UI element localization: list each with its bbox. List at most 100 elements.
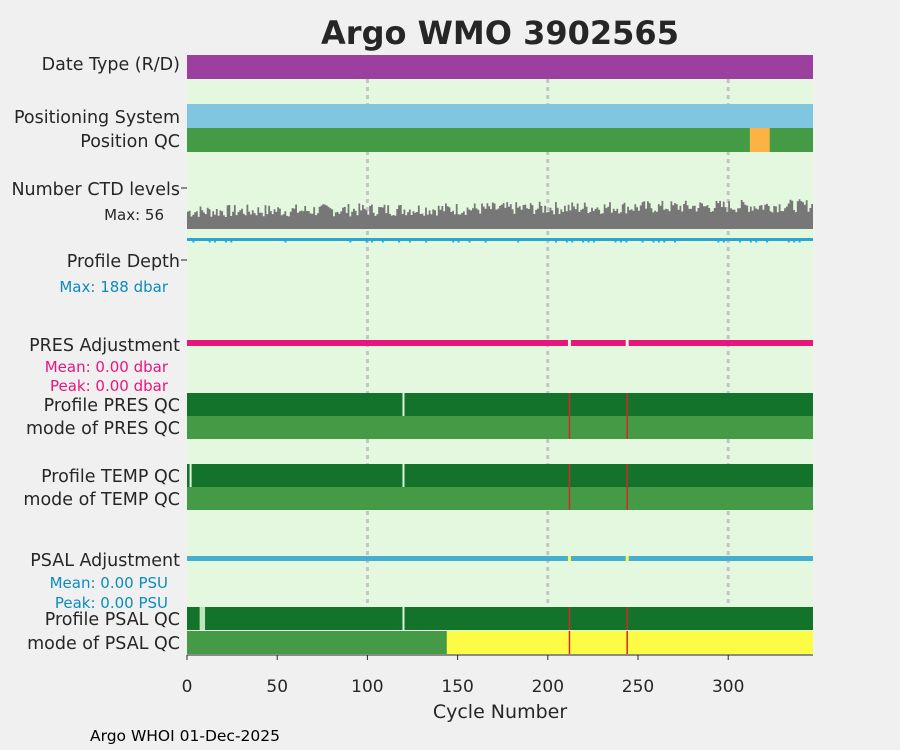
- profile-depth-spike: [619, 241, 622, 243]
- profile-depth-spike: [614, 241, 617, 243]
- x-tick-label-100: 100: [351, 677, 383, 697]
- x-tick-label-300: 300: [712, 677, 744, 697]
- x-tick-label-200: 200: [532, 677, 564, 697]
- psal-profile-qc-mark: [402, 607, 405, 630]
- row-label-mode-temp-qc: mode of TEMP QC: [23, 490, 180, 510]
- row-label-mode-psal-qc: mode of PSAL QC: [27, 634, 180, 654]
- temp-profile-qc-red: [626, 464, 628, 487]
- profile-depth-spike: [787, 241, 790, 243]
- psal-adjustment-gap: [625, 556, 629, 561]
- temp-mode-qc-red: [626, 487, 628, 510]
- pres-adjustment-mean: Mean: 0.00 dbar: [45, 358, 169, 376]
- psal-adjustment-gap: [567, 556, 571, 561]
- profile-depth-spike: [798, 241, 801, 243]
- profile-depth-spike: [657, 241, 660, 243]
- x-tick-label-50: 50: [266, 677, 288, 697]
- profile-depth-spike: [349, 241, 352, 243]
- psal-profile-qc-light: [199, 607, 206, 630]
- profile-depth-spike: [582, 241, 585, 243]
- profile-depth-spike: [592, 241, 595, 243]
- psal-adjustment-mean: Mean: 0.00 PSU: [50, 574, 168, 592]
- ctd-levels-series: [187, 199, 813, 229]
- profile-depth-spike: [722, 241, 725, 243]
- profile-depth-spike: [398, 241, 401, 243]
- temp-profile-qc-red: [568, 464, 571, 487]
- psal-profile-qc-red: [626, 607, 628, 630]
- profile-depth-spike: [571, 241, 574, 243]
- profile-depth-spike: [663, 241, 666, 243]
- x-axis: 0 50 100 150 200 250 300: [182, 654, 813, 697]
- position-qc-band: [187, 128, 813, 152]
- profile-depth-spike: [425, 241, 428, 243]
- x-tick-label-0: 0: [182, 677, 193, 697]
- profile-depth-spike: [749, 241, 752, 243]
- profile-depth-spike: [192, 241, 195, 243]
- plot-background: [187, 55, 813, 655]
- profile-depth-spike: [381, 241, 384, 243]
- profile-depth-spike: [230, 241, 233, 243]
- profile-depth-spike: [468, 241, 471, 243]
- pres-mode-qc-red: [626, 416, 628, 439]
- row-label-profile-depth: Profile Depth: [67, 252, 180, 272]
- temp-profile-qc-mark: [189, 464, 192, 487]
- pres-mode-qc-band: [187, 416, 813, 439]
- pres-profile-qc-red: [568, 393, 571, 416]
- x-tick-label-150: 150: [441, 677, 473, 697]
- profile-depth-spike: [484, 241, 487, 243]
- profile-depth-spike: [371, 241, 374, 243]
- profile-depth-spike: [674, 241, 677, 243]
- row-label-profile-psal-qc: Profile PSAL QC: [45, 610, 180, 630]
- psal-profile-qc-red: [568, 607, 571, 630]
- profile-depth-spike: [739, 241, 742, 243]
- plot-area: [181, 55, 813, 655]
- temp-mode-qc-band: [187, 487, 813, 510]
- pres-adjustment-peak: Peak: 0.00 dbar: [50, 377, 169, 395]
- psal-mode-qc-yellow: [446, 631, 813, 654]
- position-qc-flag-orange: [749, 128, 770, 152]
- temp-profile-qc-mark: [402, 464, 405, 487]
- pres-adjustment-line: [187, 340, 813, 346]
- profile-depth-series: [187, 238, 813, 241]
- profile-depth-spike: [766, 241, 769, 243]
- footer-credit: Argo WHOI 01-Dec-2025: [90, 727, 280, 745]
- pres-adjustment-gap: [567, 340, 571, 346]
- psal-mode-qc-red: [626, 631, 628, 654]
- ctd-max-label: Max: 56: [104, 206, 164, 224]
- psal-adjustment-peak: Peak: 0.00 PSU: [55, 594, 168, 612]
- row-label-date-type: Date Type (R/D): [42, 55, 180, 75]
- profile-depth-spike: [755, 241, 758, 243]
- temp-mode-qc-red: [568, 487, 571, 510]
- row-label-positioning-system: Positioning System: [14, 108, 180, 128]
- profile-depth-spike: [224, 241, 227, 243]
- row-label-ctd-levels: Number CTD levels: [11, 180, 180, 200]
- row-label-profile-pres-qc: Profile PRES QC: [44, 396, 180, 416]
- profile-depth-spike: [214, 241, 217, 243]
- profile-depth-spike: [517, 241, 520, 243]
- depth-max-label: Max: 188 dbar: [59, 278, 168, 296]
- row-label-psal-adjustment: PSAL Adjustment: [30, 551, 180, 571]
- profile-depth-spike: [555, 241, 558, 243]
- profile-depth-spike: [793, 241, 796, 243]
- pres-profile-qc-mark: [402, 393, 405, 416]
- row-label-profile-temp-qc: Profile TEMP QC: [41, 467, 180, 487]
- pres-profile-qc-band: [187, 393, 813, 416]
- profile-depth-spike: [641, 241, 644, 243]
- profile-depth-spike: [625, 241, 628, 243]
- temp-profile-qc-band: [187, 464, 813, 487]
- profile-depth-spike: [452, 241, 455, 243]
- profile-depth-spike: [717, 241, 720, 243]
- profile-depth-spike: [457, 241, 460, 243]
- psal-mode-qc-red: [568, 631, 571, 654]
- x-tick-label-250: 250: [622, 677, 654, 697]
- pres-profile-qc-red: [626, 393, 628, 416]
- profile-depth-spike: [284, 241, 287, 243]
- row-label-mode-pres-qc: mode of PRES QC: [26, 419, 180, 439]
- psal-profile-qc-band: [187, 607, 813, 630]
- profile-depth-spike: [208, 241, 211, 243]
- profile-depth-spike: [365, 241, 368, 243]
- x-axis-label: Cycle Number: [433, 701, 567, 723]
- profile-depth-spike: [565, 241, 568, 243]
- psal-adjustment-line: [187, 556, 813, 561]
- pres-mode-qc-red: [568, 416, 571, 439]
